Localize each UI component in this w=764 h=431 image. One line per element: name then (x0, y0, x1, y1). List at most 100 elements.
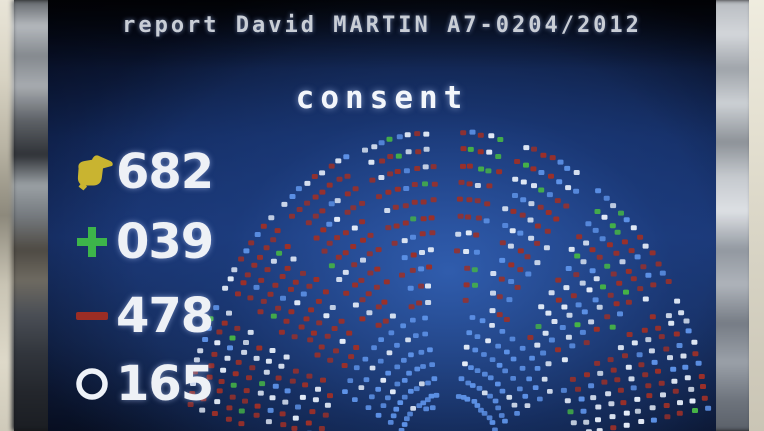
seat-dot (473, 232, 480, 238)
seat-dot (601, 214, 608, 220)
seat-dot (524, 254, 531, 260)
photo-frame-left (0, 0, 14, 431)
seat-dot (499, 240, 506, 246)
seat-dot (458, 179, 465, 185)
seat-dot (342, 230, 349, 236)
seat-dot (384, 208, 391, 213)
seat-dot (222, 285, 229, 291)
for-value: 039 (116, 214, 214, 270)
seat-dot (359, 316, 366, 322)
seat-dot (630, 225, 637, 231)
seat-dot (548, 337, 555, 343)
seat-dot (268, 215, 275, 221)
seat-dot (538, 187, 545, 193)
seat-dot (504, 349, 510, 355)
seat-dot (423, 146, 430, 152)
seat-dot (307, 337, 314, 343)
seat-dot (573, 272, 580, 278)
seat-dot (363, 377, 370, 383)
seat-dot (427, 247, 434, 253)
seat-dot (645, 383, 652, 389)
seat-dot (234, 325, 241, 331)
seat-dot (554, 198, 561, 204)
seat-dot (365, 291, 372, 297)
seat-dot (320, 227, 327, 233)
seat-dot (495, 381, 501, 387)
seat-dot (499, 257, 506, 263)
seat-dot (655, 368, 661, 374)
seat-dot (617, 387, 624, 393)
seat-dot (685, 328, 692, 334)
seat-dot (527, 217, 534, 223)
seat-dot (641, 327, 648, 333)
votes-cast-row: 682 (68, 148, 214, 196)
seat-dot (621, 239, 628, 245)
seat-dot (362, 356, 369, 362)
seat-dot (495, 405, 501, 411)
seat-dot (226, 405, 233, 411)
seat-dot (405, 149, 412, 155)
seat-dot (548, 290, 555, 296)
seat-dot (486, 183, 493, 189)
seat-dot (540, 350, 547, 356)
seat-dot (551, 319, 558, 324)
seat-dot (310, 330, 317, 336)
seat-dot (378, 337, 384, 342)
seat-dot (682, 364, 689, 370)
seat-dot (263, 245, 270, 251)
seat-dot (428, 215, 435, 221)
seat-dot (292, 415, 299, 421)
seat-dot (623, 217, 630, 223)
seat-dot (343, 290, 350, 296)
seat-dot (257, 390, 264, 396)
seat-dot (474, 403, 481, 408)
seat-dot (305, 220, 312, 226)
seat-dot (253, 355, 260, 361)
seat-dot (474, 334, 481, 339)
seat-dot (247, 329, 254, 335)
seat-dot (352, 282, 359, 288)
seat-dot (549, 155, 556, 161)
seat-dot (534, 240, 541, 246)
seat-dot (315, 298, 322, 304)
seat-dot (422, 315, 428, 321)
seat-dot (414, 131, 421, 137)
vote-title: consent (295, 80, 469, 116)
seat-dot (466, 163, 473, 169)
seat-dot (282, 399, 289, 405)
seat-dot (244, 272, 251, 278)
seat-dot (465, 230, 472, 236)
seat-dot (431, 181, 438, 187)
seat-dot (510, 208, 517, 214)
seat-dot (213, 305, 220, 311)
seat-dot (381, 299, 388, 305)
seat-dot (593, 276, 600, 282)
seat-dot (645, 272, 652, 278)
seat-dot (380, 377, 387, 383)
seat-dot (604, 263, 611, 269)
report-header: report David MARTIN A7-0204/2012 (122, 13, 642, 38)
seat-dot (190, 381, 196, 386)
seat-dot (688, 386, 695, 392)
seat-dot (214, 399, 221, 405)
seat-dot (319, 170, 326, 176)
seat-dot (336, 277, 343, 282)
seat-dot (393, 406, 400, 412)
seat-dot (672, 388, 679, 394)
seat-dot (315, 386, 321, 392)
seat-dot (478, 166, 485, 172)
seat-dot (674, 298, 681, 304)
seat-dot (401, 422, 408, 427)
seat-dot (409, 267, 416, 273)
seat-dot (638, 362, 645, 368)
seat-dot (274, 228, 281, 234)
seat-dot (495, 154, 502, 159)
seat-dot (463, 282, 470, 288)
seat-dot (622, 353, 628, 359)
seat-dot (385, 370, 391, 376)
seat-dot (344, 209, 351, 215)
seat-dot (265, 358, 272, 364)
seat-dot (589, 247, 596, 253)
seat-dot (326, 221, 333, 227)
seat-dot (371, 345, 377, 351)
